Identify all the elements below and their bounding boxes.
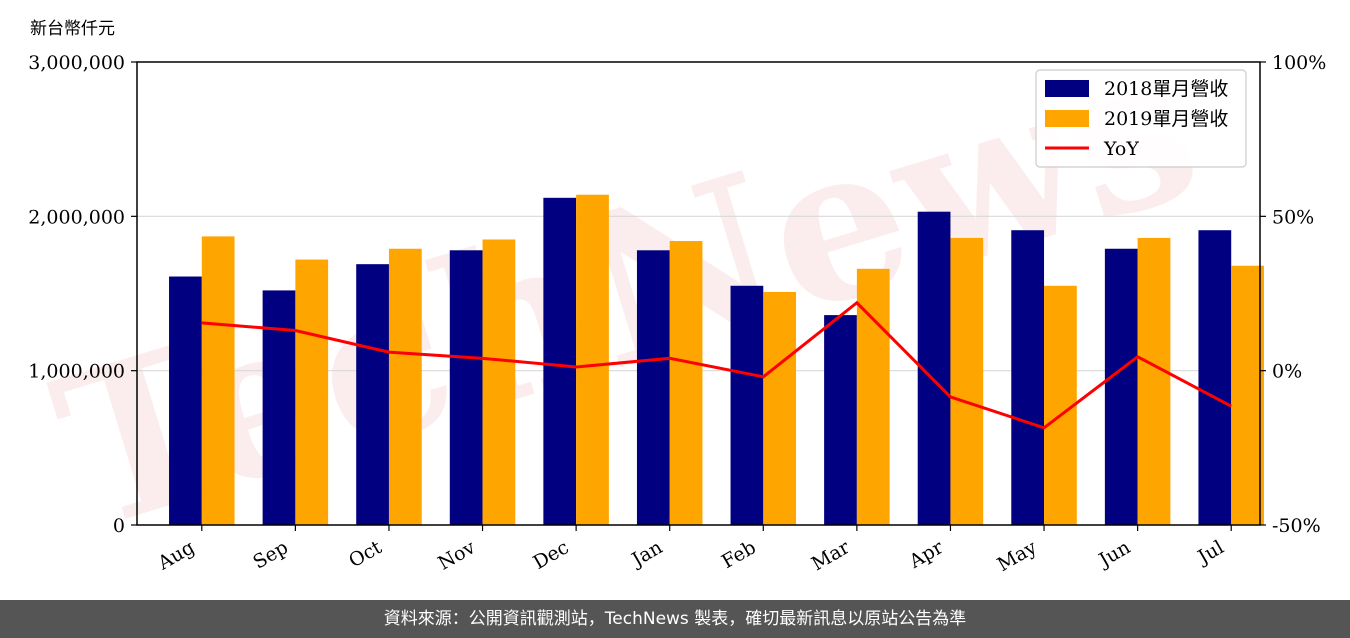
legend-swatch-1 bbox=[1045, 110, 1089, 127]
revenue-chart: TechNews01,000,0002,000,0003,000,000-50%… bbox=[28, 0, 1326, 578]
x-tick-label-nov: Nov bbox=[434, 536, 479, 575]
plot-frame bbox=[136, 61, 1261, 526]
left-tick-label: 0 bbox=[113, 515, 125, 537]
x-tick-label-mar: Mar bbox=[808, 536, 854, 575]
yoy-line bbox=[201, 300, 1232, 430]
bar-2018-jul bbox=[1198, 230, 1232, 525]
bar-2019-jan bbox=[669, 241, 703, 525]
left-tick-label: 1,000,000 bbox=[28, 361, 125, 383]
bar-2018-aug bbox=[169, 276, 202, 525]
legend-label-2: YoY bbox=[1103, 138, 1139, 160]
x-tick-label-jun: Jun bbox=[1094, 536, 1135, 572]
legend: 2018單月營收 2019單月營收 YoY bbox=[1035, 69, 1247, 168]
bar-2019-sep bbox=[295, 259, 329, 525]
bar-2019-jul bbox=[1231, 265, 1264, 525]
legend-label-1: 2019單月營收 bbox=[1104, 108, 1228, 130]
bar-2018-oct bbox=[356, 264, 389, 525]
bar-2018-dec bbox=[543, 197, 577, 525]
bar-2018-feb bbox=[730, 285, 764, 525]
x-tick-label-feb: Feb bbox=[718, 536, 760, 573]
x-tick-label-sep: Sep bbox=[249, 536, 292, 573]
bar-2019-feb bbox=[763, 291, 797, 525]
right-tick-label: 100% bbox=[1272, 52, 1326, 74]
bar-2019-jun bbox=[1137, 237, 1171, 525]
bar-2019-aug bbox=[201, 236, 235, 525]
bar-2018-jun bbox=[1104, 248, 1138, 525]
bar-2019-oct bbox=[388, 248, 422, 525]
bar-2019-nov bbox=[482, 239, 516, 525]
x-tick-label-dec: Dec bbox=[529, 536, 572, 574]
x-tick-label-may: May bbox=[994, 536, 1041, 576]
left-tick-label: 3,000,000 bbox=[28, 52, 125, 74]
right-tick-label: 50% bbox=[1272, 206, 1314, 228]
y-axis-unit-label: 新台幣仟元 bbox=[30, 19, 115, 39]
bar-2018-may bbox=[1011, 230, 1045, 525]
right-tick-label: 0% bbox=[1272, 361, 1302, 383]
bar-2019-dec bbox=[576, 194, 609, 525]
x-tick-label-oct: Oct bbox=[345, 536, 386, 572]
bar-2018-jan bbox=[636, 250, 670, 525]
bar-2019-mar bbox=[856, 268, 890, 525]
left-tick-label: 2,000,000 bbox=[28, 206, 125, 228]
x-tick-label-jan: Jan bbox=[626, 536, 666, 572]
chart-area: 新台幣仟元 TechNews 0 1,000,000 2,000,000 3,000,0… bbox=[28, 0, 1326, 578]
x-tick-label-apr: Apr bbox=[905, 536, 948, 573]
x-tick-label-jul: Jul bbox=[1193, 536, 1228, 569]
legend-swatch-0 bbox=[1045, 80, 1089, 97]
legend-label-0: 2018單月營收 bbox=[1104, 78, 1228, 100]
bar-2018-nov bbox=[449, 250, 483, 525]
bar-2018-mar bbox=[824, 315, 857, 525]
bar-2019-apr bbox=[950, 237, 984, 525]
right-tick-label: -50% bbox=[1272, 515, 1321, 537]
bar-2018-sep bbox=[262, 290, 296, 525]
source-footer: 資料來源：公開資訊觀測站，TechNews 製表，確切最新訊息以原站公告為準 bbox=[0, 600, 1350, 638]
